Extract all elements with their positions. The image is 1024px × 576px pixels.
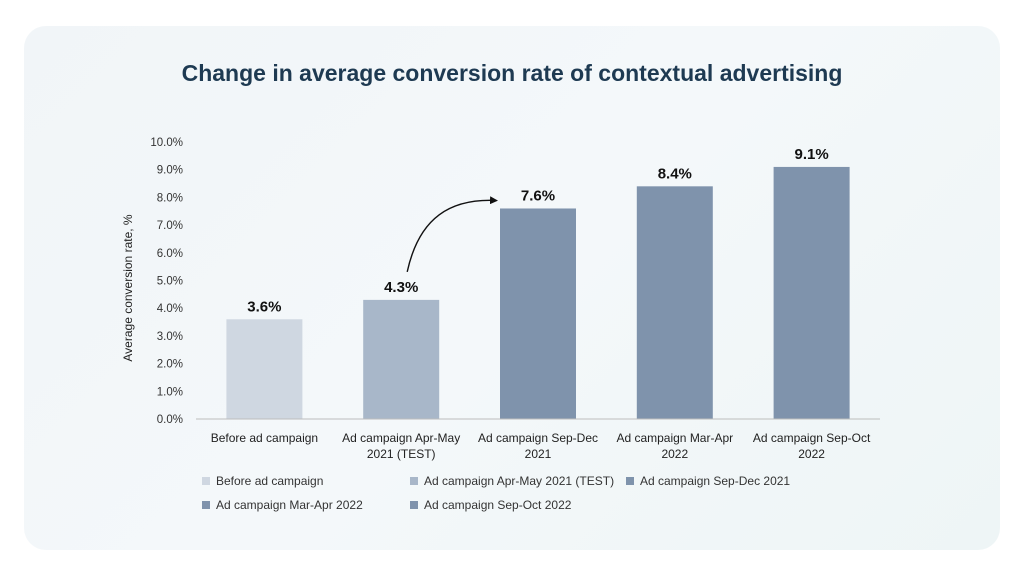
- data-label: 7.6%: [521, 187, 555, 204]
- x-tick-label: 2022: [661, 447, 688, 461]
- y-tick-label: 7.0%: [157, 220, 183, 232]
- y-tick-label: 0.0%: [157, 414, 183, 426]
- y-tick-label: 9.0%: [157, 165, 183, 177]
- y-tick-label: 10.0%: [150, 137, 183, 149]
- x-tick-label: Ad campaign Mar-Apr: [616, 431, 733, 445]
- y-tick-label: 4.0%: [157, 303, 183, 315]
- data-label: 9.1%: [794, 146, 828, 163]
- y-tick-label: 3.0%: [157, 331, 183, 343]
- bar: [773, 166, 850, 419]
- y-tick-label: 5.0%: [157, 276, 183, 288]
- x-tick-label: Ad campaign Apr-May: [342, 431, 460, 445]
- data-label: 3.6%: [247, 298, 281, 315]
- chart-title: Change in average conversion rate of con…: [181, 60, 843, 86]
- bar: [500, 208, 576, 419]
- y-axis-label: Average conversion rate, %: [121, 214, 135, 362]
- x-tick-label: 2021: [525, 447, 552, 461]
- y-tick-label: 6.0%: [157, 248, 183, 260]
- y-tick-label: 2.0%: [157, 359, 183, 371]
- x-tick-label: 2021 (TEST): [367, 447, 436, 461]
- bar: [636, 186, 713, 419]
- x-tick-label: Ad campaign Sep-Dec: [478, 431, 598, 445]
- data-label: 4.3%: [384, 279, 418, 296]
- bar: [363, 299, 440, 419]
- x-tick-label: Before ad campaign: [211, 431, 318, 445]
- y-tick-label: 1.0%: [157, 386, 183, 398]
- y-tick-label: 8.0%: [157, 192, 183, 204]
- data-label: 8.4%: [658, 165, 692, 182]
- bar: [226, 319, 303, 419]
- increase-arrow: [406, 196, 498, 273]
- x-tick-label: Ad campaign Sep-Oct: [753, 431, 871, 445]
- x-tick-label: 2022: [798, 447, 825, 461]
